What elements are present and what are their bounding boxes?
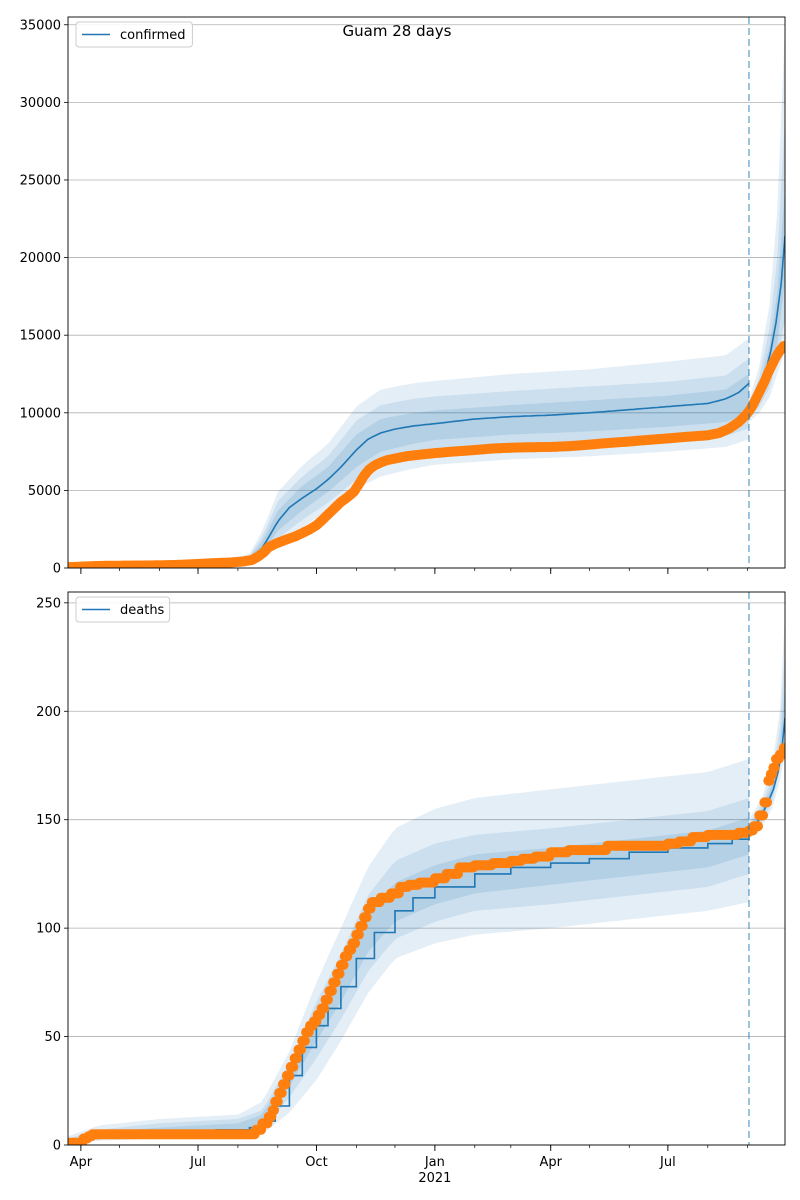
legend-box bbox=[75, 596, 171, 623]
y-tick-label: 150 bbox=[36, 813, 61, 828]
observed-point bbox=[292, 1053, 303, 1064]
y-tick-label: 0 bbox=[53, 1139, 61, 1154]
y-tick-label: 30000 bbox=[20, 96, 61, 111]
legend: deaths bbox=[75, 596, 171, 623]
observed-point bbox=[778, 341, 785, 351]
observed-point bbox=[284, 1070, 295, 1081]
observed-point bbox=[272, 1096, 283, 1107]
observed-point bbox=[288, 1061, 299, 1072]
y-tick-label: 10000 bbox=[20, 406, 61, 421]
y-tick-label: 15000 bbox=[20, 329, 61, 344]
legend: confirmed bbox=[75, 21, 193, 48]
observed-point bbox=[334, 968, 345, 979]
y-tick-label: 50 bbox=[44, 1030, 61, 1045]
observed-point bbox=[326, 986, 337, 996]
confidence-band bbox=[68, 759, 749, 1145]
x-tick-label: Apr bbox=[539, 1155, 562, 1170]
x-tick-label: Apr bbox=[70, 1155, 93, 1170]
y-tick-label: 5000 bbox=[28, 484, 61, 499]
observed-point bbox=[299, 1035, 310, 1046]
x-tick-year-label: 2021 bbox=[418, 1171, 451, 1186]
x-tick-label: Jul bbox=[189, 1155, 206, 1170]
x-tick-label: Jan bbox=[424, 1155, 445, 1170]
axes-frame bbox=[67, 16, 786, 569]
confidence-band bbox=[68, 358, 749, 568]
y-tick-label: 100 bbox=[36, 922, 61, 937]
observed-point bbox=[353, 929, 364, 940]
y-tick-label: 20000 bbox=[20, 251, 61, 266]
y-tick-label: 250 bbox=[36, 596, 61, 611]
legend-box bbox=[75, 21, 193, 48]
y-tick-label: 200 bbox=[36, 705, 61, 720]
x-tick-label: Oct bbox=[305, 1155, 327, 1170]
observed-point bbox=[280, 1079, 291, 1090]
observed-point bbox=[357, 921, 368, 931]
observed-point bbox=[330, 977, 341, 988]
plot-area bbox=[68, 24, 785, 568]
observed-point bbox=[276, 1088, 287, 1098]
observed-point bbox=[338, 960, 349, 970]
observed-point bbox=[319, 1003, 330, 1014]
confidence-band bbox=[749, 650, 785, 833]
confidence-band bbox=[68, 374, 749, 568]
legend-label: confirmed bbox=[120, 28, 186, 43]
x-tick-label: Jul bbox=[659, 1155, 676, 1170]
confidence-band bbox=[68, 798, 749, 1145]
observed-point bbox=[769, 762, 780, 773]
observed-point bbox=[361, 912, 372, 923]
observed-point bbox=[350, 938, 361, 949]
observed-point bbox=[296, 1044, 306, 1055]
observed-point bbox=[323, 994, 333, 1005]
y-tick-label: 35000 bbox=[20, 18, 61, 33]
plot-area bbox=[68, 613, 785, 1145]
observed-point bbox=[269, 1105, 279, 1116]
observed-point bbox=[758, 810, 769, 821]
axes-frame bbox=[67, 591, 786, 1146]
observed-point bbox=[762, 797, 772, 808]
observed-point bbox=[778, 743, 785, 754]
legend-label: deaths bbox=[120, 603, 165, 618]
y-tick-label: 25000 bbox=[20, 173, 61, 188]
observed-point bbox=[753, 821, 763, 832]
y-tick-label: 0 bbox=[53, 562, 61, 577]
confidence-band bbox=[749, 117, 785, 420]
panel-confirmed: 0 5000 10000 15000 20000 25000 30000 35000 confi… bbox=[20, 16, 786, 577]
figure-title: Guam 28 days bbox=[343, 22, 452, 40]
